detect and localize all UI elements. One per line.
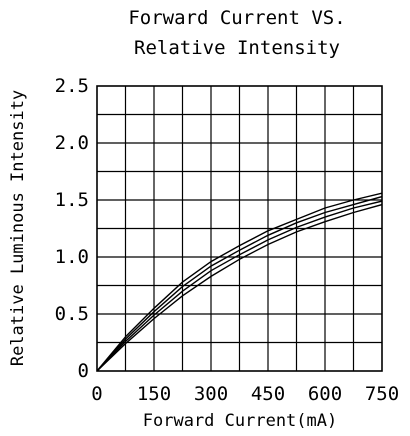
x-axis-ticks: 0 150 300 450 600 750 — [91, 383, 399, 405]
series-layer — [96, 192, 383, 372]
x-tick-label: 750 — [365, 383, 399, 405]
series-line-1 — [96, 192, 383, 372]
chart-title-line-1: Forward Current VS. — [128, 7, 345, 29]
series-line-3 — [96, 200, 383, 372]
chart-title-line-2: Relative Intensity — [134, 37, 340, 59]
series-line-2 — [96, 195, 383, 372]
x-tick-label: 0 — [91, 383, 102, 405]
y-tick-label: 0.5 — [55, 303, 89, 325]
y-tick-label: 2.0 — [55, 132, 89, 154]
x-tick-label: 450 — [251, 383, 285, 405]
series-line-4 — [96, 203, 383, 372]
chart-grid — [97, 86, 382, 371]
x-tick-label: 600 — [308, 383, 342, 405]
x-tick-label: 300 — [194, 383, 228, 405]
y-tick-label: 1.0 — [55, 246, 89, 268]
y-axis-label: Relative Luminous Intensity — [8, 90, 28, 366]
y-tick-label: 1.5 — [55, 189, 89, 211]
y-tick-label: 2.5 — [55, 75, 89, 97]
y-axis-ticks: 0 0.5 1.0 1.5 2.0 2.5 — [55, 75, 89, 382]
y-tick-label: 0 — [78, 360, 89, 382]
x-tick-label: 150 — [137, 383, 171, 405]
plot-frame — [96, 85, 383, 372]
x-axis-label: Forward Current(mA) — [143, 411, 337, 431]
